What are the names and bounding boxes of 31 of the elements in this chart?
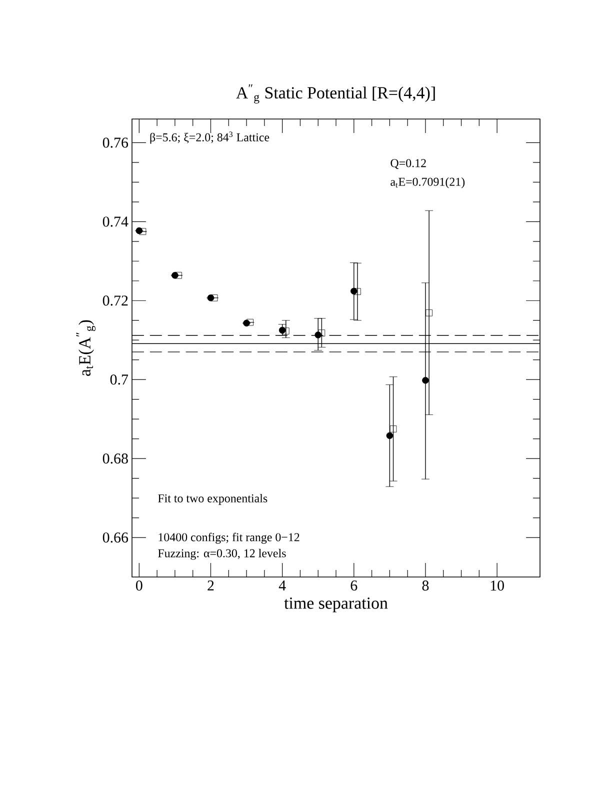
point	[282, 328, 290, 334]
point	[426, 309, 432, 316]
point	[422, 376, 429, 384]
y-tick-label: 0.72	[102, 296, 128, 306]
x-tick-label: 6	[350, 580, 358, 591]
y-tick-label: 0.76	[102, 138, 128, 148]
point	[139, 228, 146, 235]
x-tick-label: 10	[490, 580, 504, 591]
point	[246, 318, 254, 326]
x-tick-label: 2	[208, 580, 214, 590]
annotation: β=5.6; ξ=2.0; 84$^{3}$ Lattice	[150, 132, 270, 144]
point	[354, 288, 361, 295]
x-tick-label: 0	[136, 580, 142, 591]
chart-title: A$^{″}$$_{g}$ Static Potential [R=(4,4)]	[236, 84, 435, 104]
x-tick-label: 4	[278, 580, 286, 590]
x-axis-title: time separation	[284, 597, 388, 612]
y-axis-title: a$_{t}$E(A$^{″}$$_{g}$)	[76, 320, 96, 376]
annotation: Fuzzing: α=0.30, 12 levels	[158, 548, 286, 560]
y-tick-label: 0.66	[102, 532, 128, 543]
annotation: 10400 configs; fit range 0−12	[158, 532, 300, 544]
x-tick-label: 8	[422, 580, 429, 591]
annotation: a$_{t}$E=0.7091(21)	[390, 177, 465, 188]
y-tick-label: 0.74	[102, 216, 128, 227]
y-tick-label: 0.68	[102, 453, 128, 464]
point	[390, 426, 397, 432]
point	[175, 272, 182, 279]
y-tick-label: 0.7	[110, 374, 128, 385]
annotation: Q=0.12	[390, 159, 426, 170]
point	[210, 294, 218, 302]
annotation: Fit to two exponentials	[158, 494, 268, 505]
point	[386, 432, 394, 440]
